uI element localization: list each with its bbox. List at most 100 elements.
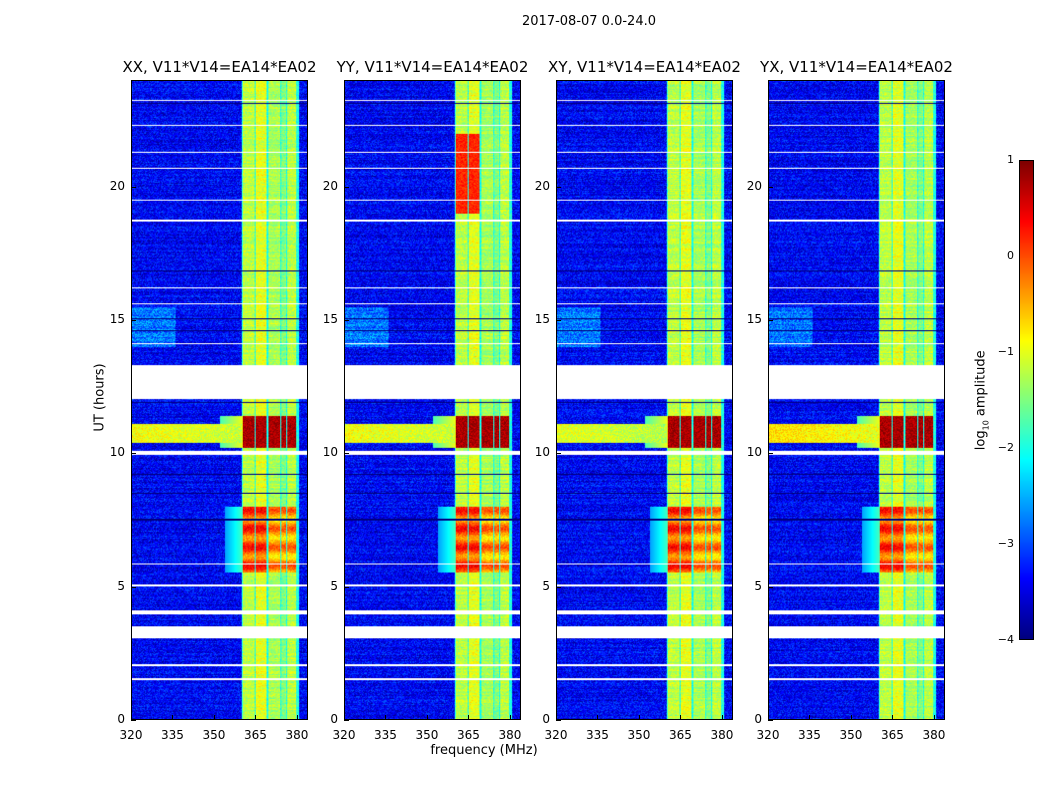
x-tick-mark	[809, 715, 811, 720]
y-tick-mark	[768, 186, 773, 188]
x-tick-label: 320	[756, 728, 780, 742]
x-tick-mark	[344, 715, 345, 720]
panel-1: XX, V11*V14=EA14*EA02 320 335 350 365 380 0 5 10…	[110, 58, 317, 742]
spectrogram-heatmap	[556, 80, 733, 720]
y-tick-mark	[344, 186, 349, 188]
y-tick-label: 0	[330, 712, 338, 726]
panel-4: YX, V11*V14=EA14*EA02 320 335 350 365 380 0 5 10…	[747, 58, 953, 742]
y-tick-label: 15	[109, 312, 125, 326]
colorbar-tick-label: −1	[997, 345, 1014, 358]
y-tick-mark	[768, 720, 773, 721]
x-tick-label: 380	[922, 728, 946, 742]
x-tick-label: 380	[285, 728, 309, 742]
x-tick-label: 320	[332, 728, 356, 742]
y-tick-mark	[344, 320, 349, 321]
colorbar-tick-label: 0	[1007, 249, 1014, 262]
panel-title: YX, V11*V14=EA14*EA02	[760, 58, 953, 76]
x-tick-label: 335	[798, 728, 821, 742]
y-tick-label: 5	[542, 578, 550, 593]
x-tick-mark	[255, 715, 257, 720]
x-tick-label: 350	[839, 728, 863, 742]
y-tick-mark	[556, 186, 561, 188]
x-tick-mark	[933, 715, 935, 720]
y-tick-label: 20	[534, 178, 550, 193]
y-axis-label: UT (hours)	[92, 363, 108, 432]
x-tick-label: 365	[457, 728, 480, 742]
x-tick-mark	[680, 715, 682, 720]
y-tick-label: 15	[322, 312, 338, 326]
x-tick-mark	[721, 715, 723, 720]
panel-title: XX, V11*V14=EA14*EA02	[122, 58, 317, 76]
colorbar-tick-label: −2	[997, 441, 1014, 454]
x-tick-mark	[296, 715, 298, 720]
x-tick-label: 320	[119, 728, 143, 742]
y-tick-label: 10	[746, 445, 762, 460]
x-tick-label: 365	[669, 728, 692, 742]
y-tick-mark	[131, 720, 136, 721]
x-tick-label: 335	[161, 728, 184, 742]
y-tick-label: 10	[322, 445, 338, 460]
y-tick-mark	[344, 720, 349, 721]
y-tick-mark	[131, 320, 136, 321]
y-tick-label: 5	[330, 578, 338, 593]
x-tick-mark	[850, 715, 852, 720]
y-tick-mark	[556, 320, 561, 321]
y-tick-mark	[344, 453, 349, 455]
y-tick-label: 0	[754, 712, 762, 726]
y-tick-label: 0	[117, 712, 125, 726]
colorbar-label: log10 amplitude	[973, 350, 991, 451]
y-tick-label: 5	[754, 578, 762, 593]
x-tick-mark	[638, 715, 640, 720]
y-tick-label: 20	[322, 178, 338, 193]
y-tick-mark	[768, 453, 773, 455]
x-tick-label: 365	[881, 728, 904, 742]
y-tick-mark	[131, 586, 136, 588]
y-tick-label: 15	[534, 312, 550, 326]
y-tick-label: 20	[109, 178, 125, 193]
spectrogram-heatmap	[768, 80, 945, 720]
x-tick-mark	[597, 715, 599, 720]
colorbar-tick-label: −4	[997, 633, 1014, 646]
x-tick-mark	[426, 715, 428, 720]
x-axis-label: frequency (MHz)	[430, 743, 538, 758]
x-tick-label: 350	[415, 728, 439, 742]
x-tick-label: 350	[627, 728, 651, 742]
colorbar-tick-label: −3	[997, 537, 1014, 550]
x-tick-label: 320	[544, 728, 568, 742]
panel-2: YY, V11*V14=EA14*EA02 320 335 350 365 380 0 5 10…	[323, 58, 529, 742]
y-tick-label: 0	[542, 712, 550, 726]
y-tick-mark	[556, 453, 561, 455]
x-tick-label: 350	[202, 728, 226, 742]
y-tick-label: 10	[109, 445, 125, 460]
x-tick-mark	[213, 715, 215, 720]
x-tick-mark	[172, 715, 174, 720]
y-tick-mark	[768, 320, 773, 321]
spectrogram-heatmap	[344, 80, 521, 720]
x-tick-label: 335	[586, 728, 609, 742]
x-tick-mark	[556, 715, 557, 720]
y-tick-mark	[556, 586, 561, 588]
x-tick-label: 380	[498, 728, 522, 742]
y-tick-mark	[131, 186, 136, 188]
y-tick-mark	[768, 586, 773, 588]
x-tick-mark	[892, 715, 894, 720]
y-tick-label: 20	[746, 178, 762, 193]
panel-title: YY, V11*V14=EA14*EA02	[336, 58, 529, 76]
x-tick-label: 380	[710, 728, 734, 742]
y-tick-label: 15	[746, 312, 762, 326]
y-tick-mark	[131, 453, 136, 455]
x-tick-mark	[131, 715, 132, 720]
x-tick-mark	[768, 715, 769, 720]
panel-title: XY, V11*V14=EA14*EA02	[548, 58, 741, 76]
figure-title: 2017-08-07 0.0-24.0	[522, 14, 656, 29]
spectrogram-heatmap	[131, 80, 308, 720]
x-tick-mark	[468, 715, 470, 720]
y-tick-mark	[556, 720, 561, 721]
x-tick-mark	[509, 715, 511, 720]
colorbar-tick-label: 1	[1007, 153, 1014, 166]
y-tick-mark	[344, 586, 349, 588]
x-tick-mark	[385, 715, 387, 720]
y-tick-label: 5	[117, 578, 125, 593]
y-tick-label: 10	[534, 445, 550, 460]
